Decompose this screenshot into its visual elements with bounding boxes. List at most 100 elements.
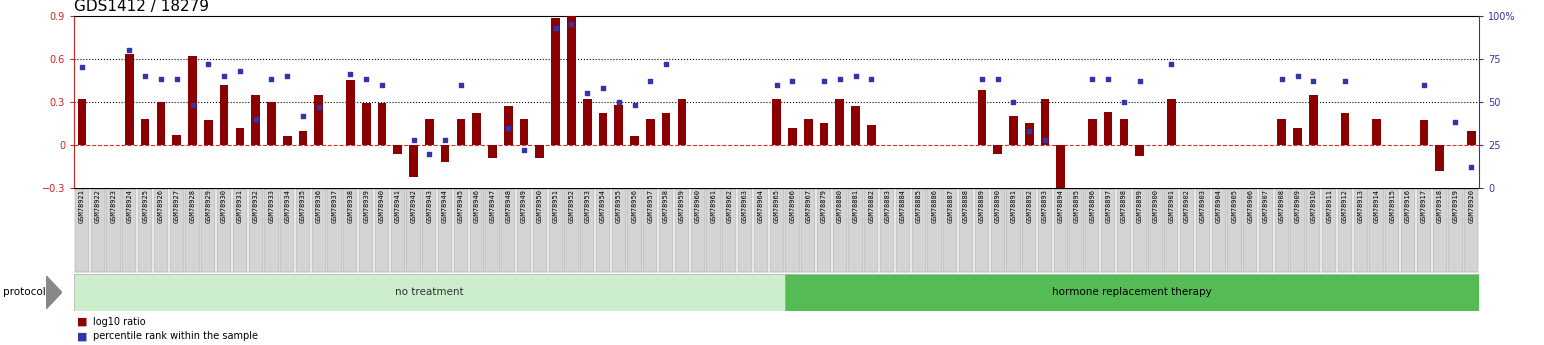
Bar — [1373, 119, 1380, 145]
Bar — [835, 99, 845, 145]
Text: GSM78962: GSM78962 — [726, 189, 732, 223]
Text: GSM78927: GSM78927 — [174, 189, 179, 223]
Bar — [659, 189, 673, 272]
Text: GSM78942: GSM78942 — [411, 189, 417, 223]
Text: GSM78949: GSM78949 — [520, 189, 527, 223]
Bar — [596, 189, 610, 272]
Point — [1411, 82, 1436, 87]
Bar — [454, 189, 468, 272]
Bar — [1448, 189, 1462, 272]
Bar — [551, 18, 560, 145]
Bar — [137, 189, 153, 272]
Text: GSM78937: GSM78937 — [332, 189, 338, 223]
Bar — [1467, 130, 1476, 145]
Text: GSM78890: GSM78890 — [994, 189, 1001, 223]
Bar — [1258, 189, 1274, 272]
Point — [764, 82, 789, 87]
Bar — [378, 103, 386, 145]
Bar — [469, 189, 483, 272]
Bar — [1275, 189, 1289, 272]
Bar — [977, 90, 987, 145]
Text: GSM78922: GSM78922 — [94, 189, 100, 223]
Point — [1459, 165, 1484, 170]
Point — [559, 21, 584, 27]
Bar — [394, 145, 401, 154]
Bar — [520, 119, 528, 145]
Bar — [315, 95, 323, 145]
Text: GSM78938: GSM78938 — [347, 189, 354, 223]
Text: GSM78952: GSM78952 — [568, 189, 574, 223]
Bar — [346, 80, 355, 145]
Bar — [1294, 128, 1302, 145]
Point — [164, 77, 188, 82]
Bar — [801, 189, 815, 272]
Bar — [959, 189, 973, 272]
Text: GSM78935: GSM78935 — [300, 189, 306, 223]
Bar — [409, 145, 418, 177]
Bar — [675, 189, 689, 272]
Text: GSM78884: GSM78884 — [900, 189, 906, 223]
Point — [511, 147, 536, 153]
Bar — [1400, 189, 1416, 272]
Point — [227, 68, 252, 73]
Bar — [488, 145, 497, 158]
Bar — [1119, 119, 1129, 145]
Text: GSM78961: GSM78961 — [710, 189, 716, 223]
Text: GSM78904: GSM78904 — [1215, 189, 1221, 223]
Bar — [690, 189, 704, 272]
Text: GSM78921: GSM78921 — [79, 189, 85, 223]
Bar — [517, 189, 531, 272]
Bar — [911, 189, 926, 272]
Bar — [472, 113, 482, 145]
Bar — [536, 145, 543, 158]
Text: GSM78954: GSM78954 — [601, 189, 605, 223]
Text: GSM78918: GSM78918 — [1436, 189, 1442, 223]
Point — [69, 65, 94, 70]
Bar — [1464, 189, 1478, 272]
Text: GSM78915: GSM78915 — [1390, 189, 1396, 223]
Text: GSM78966: GSM78966 — [789, 189, 795, 223]
Text: GSM78902: GSM78902 — [1184, 189, 1190, 223]
Bar — [1070, 189, 1084, 272]
Bar — [77, 99, 86, 145]
Text: GSM78916: GSM78916 — [1405, 189, 1411, 223]
Bar — [264, 189, 278, 272]
Bar — [784, 274, 1479, 310]
Text: GSM78891: GSM78891 — [1010, 189, 1016, 223]
Point — [196, 61, 221, 67]
Point — [1033, 137, 1058, 142]
Bar — [564, 189, 579, 272]
Text: GSM78913: GSM78913 — [1357, 189, 1363, 223]
Point — [432, 137, 457, 142]
Text: GSM78944: GSM78944 — [442, 189, 448, 223]
Bar — [1419, 120, 1428, 145]
Bar — [645, 119, 655, 145]
Bar — [343, 189, 358, 272]
Bar — [1417, 189, 1431, 272]
Bar — [615, 105, 624, 145]
Text: GSM78898: GSM78898 — [1121, 189, 1127, 223]
Bar — [185, 189, 199, 272]
Point — [638, 78, 662, 84]
Point — [496, 125, 520, 130]
Bar — [567, 16, 576, 145]
Text: GSM78933: GSM78933 — [269, 189, 275, 223]
Text: GSM78900: GSM78900 — [1152, 189, 1158, 223]
Point — [858, 77, 883, 82]
Bar — [327, 189, 341, 272]
Bar — [457, 119, 465, 145]
Bar — [1101, 189, 1115, 272]
Point — [653, 61, 678, 67]
Point — [1079, 77, 1104, 82]
Point — [354, 77, 378, 82]
Point — [1001, 99, 1025, 105]
Text: GSM78903: GSM78903 — [1200, 189, 1206, 223]
Bar — [406, 189, 420, 272]
Bar — [1370, 189, 1383, 272]
Text: GSM78936: GSM78936 — [317, 189, 321, 223]
Text: GSM78909: GSM78909 — [1294, 189, 1300, 223]
Bar — [296, 189, 310, 272]
Text: GSM78959: GSM78959 — [679, 189, 686, 223]
Bar — [312, 189, 326, 272]
Bar — [279, 189, 295, 272]
